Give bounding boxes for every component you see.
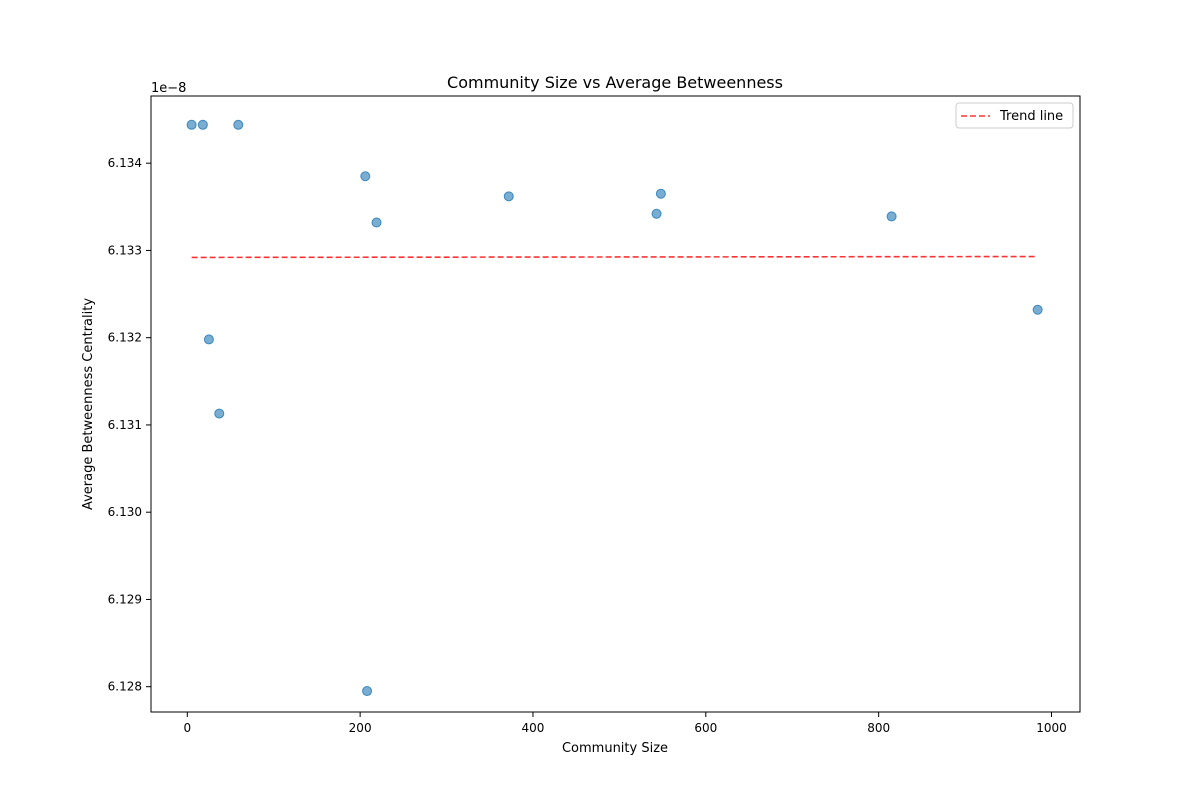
legend: Trend line: [955, 102, 1074, 129]
scatter-point-2: [233, 119, 244, 130]
scatter-point-5: [503, 191, 514, 202]
x-tick-label-5: 1000: [1036, 721, 1067, 735]
y-axis-label: Average Betweenness Centrality: [81, 298, 96, 510]
scatter-point-8: [886, 211, 897, 222]
y-offset-label: 1e−8: [151, 81, 186, 96]
scatter-point-10: [203, 334, 214, 345]
y-tick-label-0: 6.128: [108, 680, 142, 694]
x-axis-label: Community Size: [562, 741, 668, 756]
y-axis: 6.128 6.129 6.130 6.131 6.132 6.133 6.134: [108, 156, 151, 694]
scatter-point-0: [186, 119, 197, 130]
y-tick-label-1: 6.129: [108, 592, 142, 606]
y-tick-label-4: 6.132: [108, 331, 142, 345]
legend-box: [955, 102, 1074, 129]
scatter-point-11: [214, 408, 225, 419]
y-tick-label-5: 6.133: [108, 243, 142, 257]
plot-area-frame: [150, 95, 1081, 713]
y-tick-label-6: 6.134: [108, 156, 142, 170]
scatter-point-4: [371, 217, 382, 228]
legend-trend-label: Trend line: [999, 109, 1063, 124]
x-axis: 0 200 400 600 800 1000: [183, 712, 1067, 735]
x-tick-label-2: 400: [522, 721, 545, 735]
y-tick-label-2: 6.130: [108, 505, 142, 519]
scatter-point-7: [651, 208, 662, 219]
x-tick-label-4: 800: [867, 721, 890, 735]
scatter-point-3: [360, 171, 371, 182]
plot-layer: [186, 119, 1043, 697]
x-tick-label-3: 600: [694, 721, 717, 735]
scatter-point-9: [1032, 304, 1043, 315]
scatter-point-1: [197, 119, 208, 130]
x-tick-label-0: 0: [183, 721, 191, 735]
trend-line: [191, 255, 1038, 259]
scatter-point-12: [362, 686, 373, 697]
chart-title: Community Size vs Average Betweenness: [447, 73, 783, 92]
y-tick-label-3: 6.131: [108, 418, 142, 432]
scatter-point-6: [655, 188, 666, 199]
x-tick-label-1: 200: [349, 721, 372, 735]
